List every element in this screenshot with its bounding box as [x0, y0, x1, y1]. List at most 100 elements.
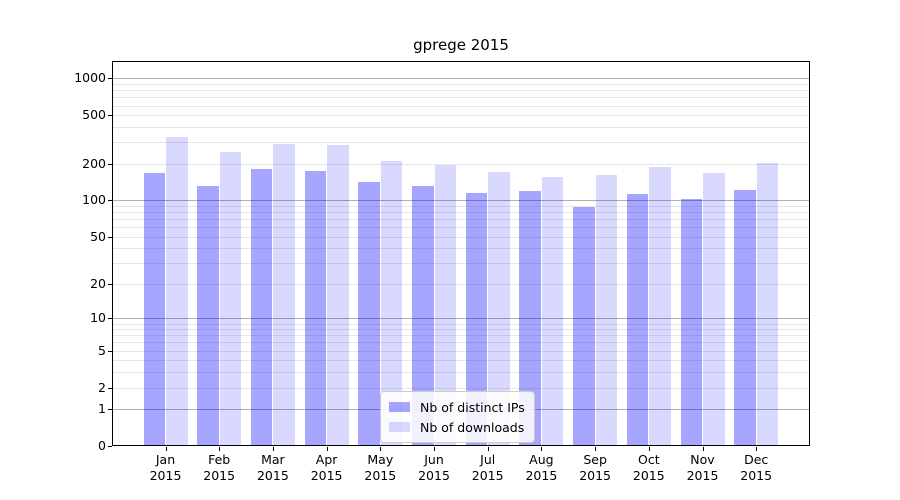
bar-nb-of-distinct-ips-jan	[143, 173, 165, 446]
x-tick-month: Jan	[155, 452, 176, 467]
x-tick-mark-apr	[326, 447, 328, 451]
x-tick-year: 2015	[471, 467, 504, 483]
bar-nb-of-downloads-may	[380, 161, 403, 446]
y-tick-label-0: 0	[98, 438, 106, 453]
bar-nb-of-distinct-ips-mar	[250, 168, 273, 446]
gridline-minor-900	[112, 84, 810, 86]
gridline-minor-7	[112, 335, 810, 337]
x-tick-year: 2015	[525, 467, 558, 483]
y-tick-mark-500	[108, 115, 112, 117]
gridline-minor-2	[112, 387, 810, 389]
bar-nb-of-downloads-feb	[219, 152, 242, 446]
bar-nb-of-downloads-nov	[703, 172, 725, 446]
bar-nb-of-distinct-ips-dec	[734, 189, 756, 446]
bar-nb-of-distinct-ips-oct	[626, 194, 649, 446]
x-tick-mark-jul	[487, 447, 489, 451]
bar-nb-of-distinct-ips-feb	[197, 186, 219, 446]
bar-nb-of-distinct-ips-sep	[573, 207, 595, 446]
gridline-minor-50	[112, 236, 810, 238]
x-tick-label-jul: Jul 2015	[460, 452, 516, 483]
gridline-minor-9	[112, 323, 810, 325]
gridline-minor-8	[112, 329, 810, 331]
x-tick-month: Nov	[690, 452, 715, 467]
bar-nb-of-downloads-dec	[756, 163, 779, 446]
y-tick-mark-100	[108, 200, 112, 202]
x-tick-month: Oct	[637, 452, 660, 467]
x-tick-month: Sep	[583, 452, 607, 467]
x-tick-month: Jun	[424, 452, 444, 467]
x-tick-mark-jun	[434, 447, 435, 451]
x-tick-year: 2015	[310, 467, 343, 483]
bar-nb-of-downloads-jan	[166, 137, 188, 446]
bar-nb-of-downloads-aug	[541, 177, 564, 446]
y-tick-label-10: 10	[90, 310, 106, 326]
x-tick-label-mar: Mar 2015	[245, 452, 301, 483]
x-tick-mark-jan	[165, 447, 167, 451]
gridline-minor-3	[112, 372, 810, 374]
x-tick-mark-feb	[219, 447, 221, 451]
y-tick-mark-2	[108, 387, 112, 389]
legend: Nb of distinct IPs Nb of downloads	[380, 391, 535, 443]
x-tick-mark-may	[380, 447, 382, 451]
x-tick-mark-dec	[756, 447, 758, 451]
gridline-minor-4	[112, 360, 810, 362]
x-tick-month: Dec	[744, 452, 769, 467]
gridline-major-100	[112, 200, 810, 202]
gridline-minor-6	[112, 342, 810, 344]
bar-nb-of-distinct-ips-jul	[465, 193, 488, 446]
x-tick-label-jan: Jan 2015	[138, 452, 194, 483]
y-tick-mark-20	[108, 284, 112, 286]
x-tick-label-jun: Jun 2015	[406, 452, 462, 483]
x-tick-label-may: May 2015	[352, 452, 408, 483]
x-tick-mark-sep	[595, 447, 597, 451]
y-tick-label-50: 50	[90, 228, 106, 244]
x-tick-year: 2015	[203, 467, 236, 483]
legend-row-nb-of-downloads: Nb of downloads	[389, 417, 525, 437]
gridline-minor-5	[112, 350, 810, 352]
x-tick-label-apr: Apr 2015	[299, 452, 355, 483]
gridline-minor-20	[112, 284, 810, 286]
x-tick-label-nov: Nov 2015	[675, 452, 731, 483]
y-tick-label-100: 100	[82, 192, 106, 208]
bar-nb-of-distinct-ips-aug	[519, 191, 541, 446]
y-tick-label-20: 20	[90, 276, 106, 292]
x-tick-mark-oct	[648, 447, 650, 451]
x-tick-month: May	[367, 452, 394, 467]
x-tick-label-aug: Aug 2015	[513, 452, 569, 483]
x-tick-label-oct: Oct 2015	[621, 452, 677, 483]
x-tick-label-dec: Dec 2015	[728, 452, 784, 483]
legend-swatch-nb-of-distinct-ips	[389, 402, 410, 412]
y-tick-mark-50	[108, 236, 112, 238]
y-tick-label-1000: 1000	[74, 70, 106, 86]
bar-nb-of-downloads-mar	[273, 144, 295, 446]
x-tick-month: Feb	[208, 452, 231, 467]
bar-nb-of-distinct-ips-may	[358, 182, 380, 446]
gridline-minor-70	[112, 219, 810, 221]
y-tick-mark-1000	[108, 78, 112, 80]
y-tick-label-2: 2	[98, 379, 106, 395]
gridline-minor-30	[112, 263, 810, 265]
x-tick-mark-mar	[272, 447, 274, 451]
bar-nb-of-downloads-oct	[649, 167, 671, 446]
gridline-minor-500	[112, 115, 810, 117]
x-tick-year: 2015	[256, 467, 289, 483]
bar-nb-of-distinct-ips-apr	[304, 171, 327, 446]
x-tick-year: 2015	[740, 467, 773, 483]
gridline-minor-80	[112, 212, 810, 214]
legend-items: Nb of distinct IPs Nb of downloads	[389, 397, 525, 437]
gridline-minor-90	[112, 206, 810, 208]
y-tick-mark-1	[108, 409, 112, 411]
bar-nb-of-distinct-ips-jun	[412, 186, 434, 446]
y-tick-label-500: 500	[82, 107, 106, 123]
x-tick-month: Jul	[480, 452, 496, 467]
legend-label-nb-of-downloads: Nb of downloads	[420, 419, 525, 435]
x-tick-month: Aug	[529, 452, 554, 467]
bar-nb-of-downloads-sep	[595, 175, 618, 446]
y-tick-mark-0	[108, 446, 112, 447]
x-tick-mark-nov	[702, 447, 704, 451]
x-tick-label-sep: Sep 2015	[567, 452, 623, 483]
bar-nb-of-downloads-apr	[327, 144, 349, 446]
bar-nb-of-downloads-jun	[434, 164, 456, 446]
x-tick-month: Apr	[315, 452, 338, 467]
